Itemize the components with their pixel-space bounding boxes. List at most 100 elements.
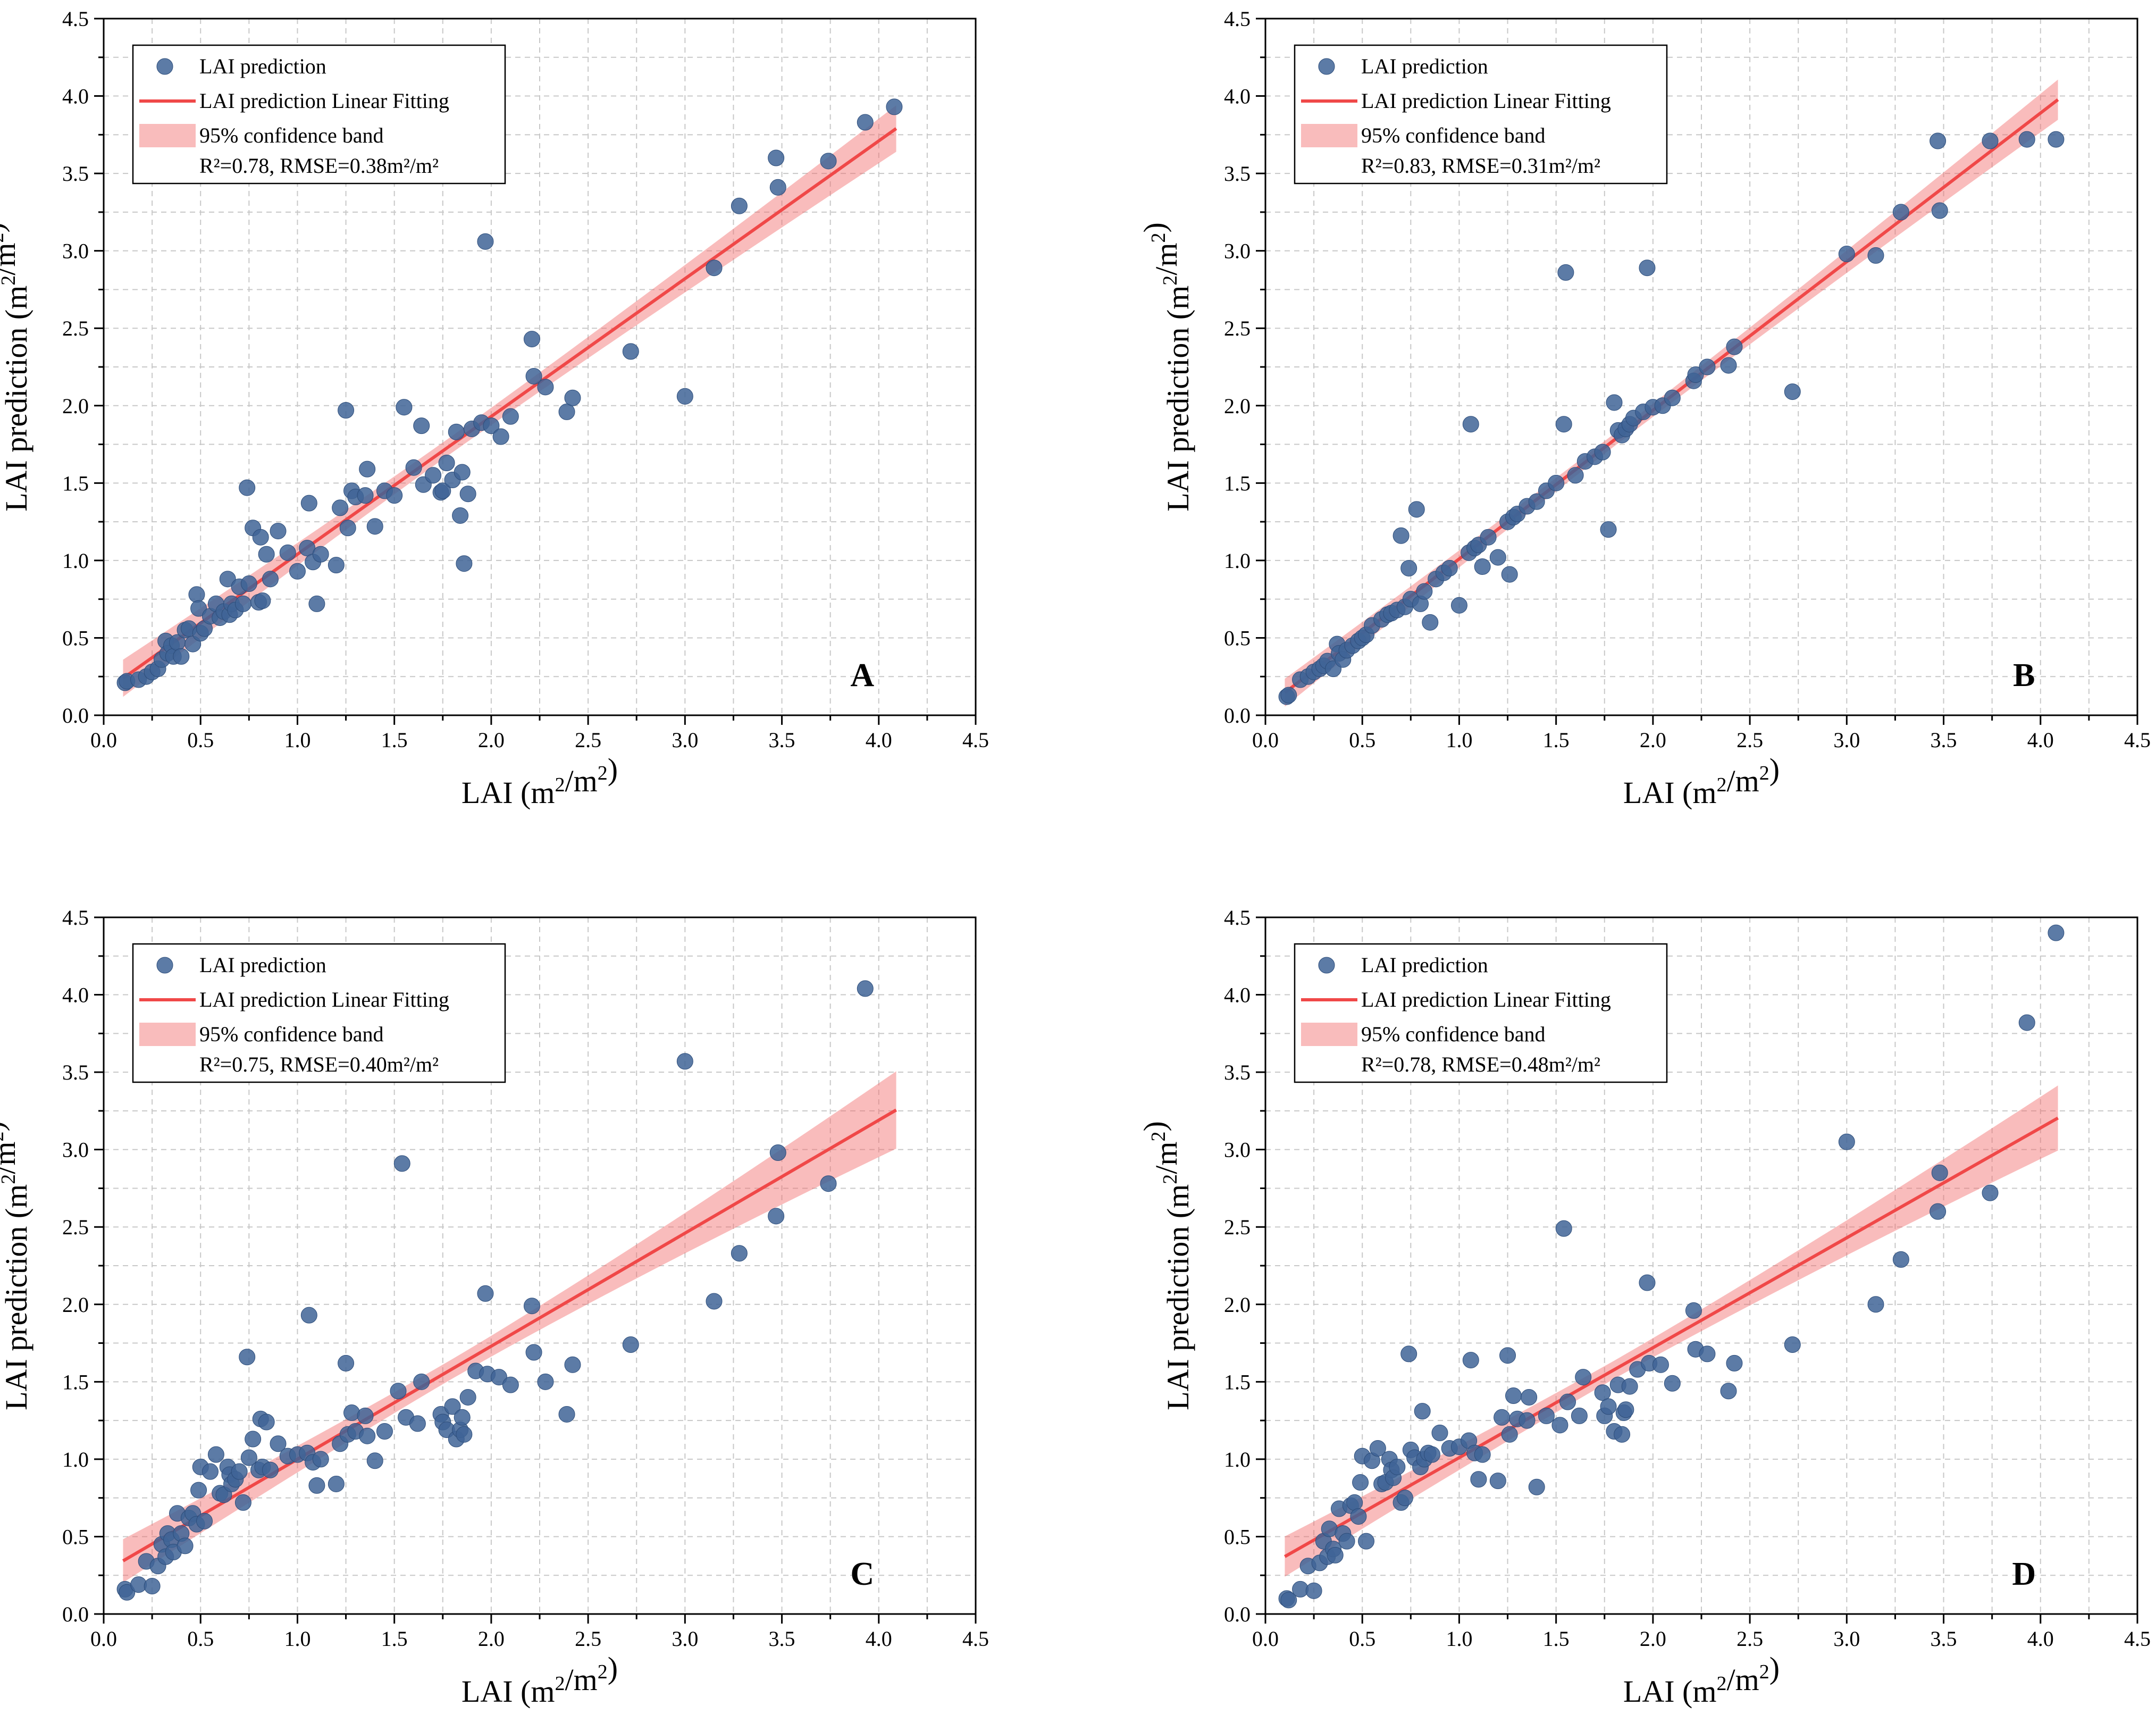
data-point: [1358, 1533, 1375, 1550]
data-point: [523, 1298, 540, 1315]
legend-band-marker: [1301, 1023, 1357, 1046]
data-point: [1416, 583, 1433, 600]
data-point: [279, 544, 296, 561]
x-tick-label: 3.5: [769, 728, 795, 752]
grid: [1265, 917, 2137, 1614]
data-point: [1930, 132, 1947, 149]
x-tick-label: 2.5: [1736, 1627, 1763, 1651]
data-point: [477, 1285, 494, 1302]
data-point: [456, 555, 473, 572]
data-point: [1346, 1494, 1363, 1511]
data-point: [1350, 1508, 1367, 1525]
data-point: [386, 487, 403, 504]
data-point: [564, 389, 581, 406]
data-point: [234, 1494, 251, 1511]
legend-box: [132, 44, 506, 185]
legend: LAI prediction LAI prediction Linear Fitt…: [132, 943, 506, 1083]
data-point: [413, 1373, 430, 1390]
data-point: [1548, 474, 1565, 491]
data-point: [1699, 358, 1716, 375]
data-point: [1505, 1387, 1522, 1404]
y-tick-label: 4.0: [62, 85, 89, 108]
y-tick-label: 1.0: [1224, 1448, 1251, 1471]
data-point: [1867, 1296, 1884, 1313]
data-point: [289, 563, 306, 580]
data-point: [231, 1463, 248, 1480]
x-tick-label: 0.5: [1349, 1627, 1375, 1651]
legend: LAI prediction LAI prediction Linear Fitt…: [1294, 943, 1668, 1083]
data-point: [1327, 1546, 1344, 1563]
legend-band-label: 95% confidence band: [1361, 123, 1546, 147]
data-point: [1501, 1426, 1518, 1443]
data-point: [454, 1409, 471, 1426]
data-point: [525, 1344, 542, 1361]
data-point: [1594, 1384, 1611, 1401]
y-tick-label: 2.0: [1224, 1293, 1251, 1317]
data-point: [857, 980, 874, 997]
x-axis-title: LAI (m2/m2): [1623, 1651, 1780, 1709]
x-tick-label: 2.0: [1640, 1627, 1666, 1651]
x-tick-label: 0.0: [90, 1627, 117, 1651]
data-point: [558, 403, 575, 420]
data-point: [1664, 1375, 1681, 1392]
data-point: [1555, 1220, 1572, 1237]
y-tick-label: 4.5: [62, 7, 89, 31]
data-point: [240, 575, 257, 592]
data-point: [452, 507, 469, 524]
data-point: [1617, 1401, 1634, 1418]
data-point: [219, 571, 236, 588]
legend-band-marker: [139, 124, 196, 147]
data-point: [454, 464, 471, 481]
x-tick-label: 3.0: [1833, 728, 1860, 752]
data-point: [1571, 1407, 1588, 1424]
x-tick-label: 3.5: [1931, 728, 1957, 752]
data-point: [144, 1578, 161, 1595]
data-point: [1687, 366, 1704, 383]
data-point: [188, 586, 205, 603]
x-tick-label: 4.0: [2027, 1627, 2054, 1651]
x-tick-label: 1.0: [1446, 1627, 1472, 1651]
data-point: [768, 149, 785, 166]
data-point: [262, 571, 279, 588]
legend-stats: R²=0.78, RMSE=0.38m²/m²: [199, 154, 439, 178]
data-point: [1699, 1345, 1716, 1362]
data-point: [413, 417, 430, 434]
data-point: [359, 1427, 376, 1444]
data-points: [116, 980, 874, 1601]
data-point: [1726, 1354, 1743, 1372]
legend-points-label: LAI prediction: [199, 953, 326, 977]
x-tick-label: 0.0: [90, 728, 117, 752]
data-point: [240, 1449, 257, 1466]
data-point: [190, 1482, 207, 1499]
y-tick-label: 4.0: [62, 983, 89, 1007]
data-point: [886, 98, 903, 115]
data-point: [258, 546, 275, 563]
data-point: [706, 1293, 723, 1310]
x-tick-label: 3.0: [672, 728, 698, 752]
data-point: [1474, 558, 1491, 575]
y-tick-label: 4.5: [62, 906, 89, 930]
y-tick-label: 4.0: [1224, 85, 1251, 108]
data-point: [456, 1426, 473, 1443]
data-point: [312, 1451, 329, 1468]
x-axis-title: LAI (m2/m2): [462, 752, 618, 810]
data-point: [308, 595, 325, 612]
x-tick-label: 3.0: [1833, 1627, 1860, 1651]
data-point: [1555, 416, 1572, 433]
data-point: [299, 540, 316, 557]
x-tick-label: 4.0: [866, 1627, 892, 1651]
legend-points-label: LAI prediction: [1361, 953, 1488, 977]
data-point: [258, 1414, 275, 1431]
data-point: [525, 367, 542, 384]
data-point: [1600, 521, 1617, 538]
y-tick-label: 1.0: [62, 1448, 89, 1471]
data-point: [1441, 559, 1458, 576]
data-point: [2048, 131, 2065, 148]
x-tick-label: 1.0: [1446, 728, 1472, 752]
y-tick-label: 3.5: [1224, 1060, 1251, 1084]
data-point: [338, 402, 355, 419]
data-point: [1305, 1582, 1322, 1599]
data-point: [444, 1398, 461, 1415]
data-point: [1838, 245, 1855, 262]
legend-band-marker: [139, 1023, 196, 1046]
